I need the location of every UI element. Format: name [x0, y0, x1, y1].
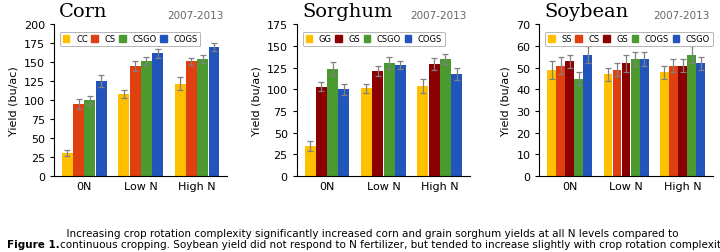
Bar [678, 66, 687, 176]
Bar [73, 105, 84, 176]
Text: Figure 1.: Figure 1. [7, 239, 60, 249]
Text: Sorghum: Sorghum [302, 3, 392, 21]
Y-axis label: Yield (bu/ac): Yield (bu/ac) [251, 66, 261, 136]
Bar [696, 64, 705, 176]
Y-axis label: Yield (bu/ac): Yield (bu/ac) [500, 66, 510, 136]
Bar [418, 86, 428, 176]
Bar [547, 71, 556, 176]
Bar [631, 60, 639, 176]
Bar [565, 62, 574, 176]
Bar [62, 154, 73, 176]
Bar [622, 64, 631, 176]
Bar [669, 66, 678, 176]
Bar [384, 64, 395, 176]
Legend: SS, CS, GS, COGS, CSGO: SS, CS, GS, COGS, CSGO [545, 32, 713, 47]
Bar [141, 61, 152, 176]
Legend: CC, CS, CSGO, COGS: CC, CS, CSGO, COGS [60, 32, 200, 47]
Bar [557, 66, 565, 176]
Text: 2007-2013: 2007-2013 [410, 11, 467, 21]
Bar [687, 55, 696, 176]
Text: Corn: Corn [59, 3, 108, 21]
Bar [152, 54, 163, 176]
Y-axis label: Yield (bu/ac): Yield (bu/ac) [9, 66, 18, 136]
Bar [372, 72, 383, 176]
Bar [395, 66, 406, 176]
Bar [660, 73, 669, 176]
Bar [361, 89, 372, 176]
Text: Increasing crop rotation complexity significantly increased corn and grain sorgh: Increasing crop rotation complexity sign… [60, 228, 720, 249]
Bar [327, 69, 338, 176]
Text: 2007-2013: 2007-2013 [653, 11, 709, 21]
Text: 2007-2013: 2007-2013 [168, 11, 224, 21]
Bar [640, 60, 649, 176]
Bar [197, 60, 208, 176]
Bar [130, 67, 140, 176]
Bar [96, 82, 107, 176]
Bar [84, 101, 95, 176]
Bar [451, 74, 462, 176]
Bar [305, 146, 315, 176]
Legend: GG, GS, CSGO, COGS: GG, GS, CSGO, COGS [302, 32, 445, 47]
Bar [583, 55, 592, 176]
Bar [186, 62, 197, 176]
Bar [338, 90, 349, 176]
Bar [428, 65, 440, 176]
Bar [209, 48, 220, 176]
Bar [175, 84, 186, 176]
Bar [575, 79, 583, 176]
Bar [316, 87, 327, 176]
Bar [118, 95, 129, 176]
Bar [440, 60, 451, 176]
Bar [613, 71, 621, 176]
Text: Soybean: Soybean [544, 3, 629, 21]
Bar [603, 75, 613, 176]
